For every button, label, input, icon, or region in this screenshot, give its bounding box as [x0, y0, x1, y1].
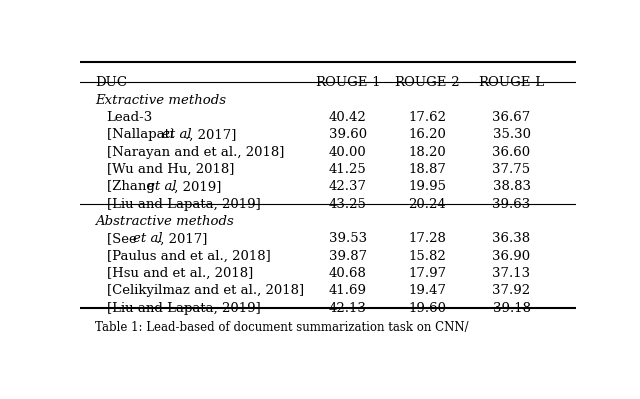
Text: 18.87: 18.87 — [408, 163, 446, 176]
Text: ROUGE-1: ROUGE-1 — [315, 77, 381, 89]
Text: ., 2019]: ., 2019] — [170, 180, 221, 194]
Text: [Nallapati: [Nallapati — [106, 128, 178, 141]
Text: [Hsu and et al., 2018]: [Hsu and et al., 2018] — [106, 267, 253, 280]
Text: 40.68: 40.68 — [329, 267, 367, 280]
Text: 37.75: 37.75 — [492, 163, 531, 176]
Text: 39.60: 39.60 — [329, 128, 367, 141]
Text: 42.13: 42.13 — [329, 302, 367, 315]
Text: Lead-3: Lead-3 — [106, 111, 153, 124]
Text: et al: et al — [162, 128, 191, 141]
Text: [Liu and Lapata, 2019]: [Liu and Lapata, 2019] — [106, 198, 260, 211]
Text: 43.25: 43.25 — [329, 198, 367, 211]
Text: 39.18: 39.18 — [493, 302, 531, 315]
Text: 18.20: 18.20 — [408, 146, 446, 159]
Text: 37.92: 37.92 — [492, 284, 531, 297]
Text: Abstractive methods: Abstractive methods — [95, 215, 234, 228]
Text: 36.38: 36.38 — [492, 232, 531, 245]
Text: 39.63: 39.63 — [492, 198, 531, 211]
Text: Table 1: Lead-based of document summarization task on CNN/: Table 1: Lead-based of document summariz… — [95, 321, 468, 334]
Text: 36.67: 36.67 — [492, 111, 531, 124]
Text: [See: [See — [106, 232, 141, 245]
Text: 17.28: 17.28 — [408, 232, 446, 245]
Text: 37.13: 37.13 — [492, 267, 531, 280]
Text: 16.20: 16.20 — [408, 128, 446, 141]
Text: 19.60: 19.60 — [408, 302, 446, 315]
Text: [Zhang: [Zhang — [106, 180, 159, 194]
Text: 38.83: 38.83 — [493, 180, 531, 194]
Text: et al: et al — [147, 180, 177, 194]
Text: 40.42: 40.42 — [329, 111, 367, 124]
Text: 20.24: 20.24 — [408, 198, 446, 211]
Text: et al: et al — [133, 232, 163, 245]
Text: 19.95: 19.95 — [408, 180, 446, 194]
Text: [Liu and Lapata, 2019]: [Liu and Lapata, 2019] — [106, 302, 260, 315]
Text: [Narayan and et al., 2018]: [Narayan and et al., 2018] — [106, 146, 284, 159]
Text: [Celikyilmaz and et al., 2018]: [Celikyilmaz and et al., 2018] — [106, 284, 303, 297]
Text: 35.30: 35.30 — [493, 128, 531, 141]
Text: [Wu and Hu, 2018]: [Wu and Hu, 2018] — [106, 163, 234, 176]
Text: ROUGE-L: ROUGE-L — [479, 77, 545, 89]
Text: Extractive methods: Extractive methods — [95, 94, 226, 107]
Text: 41.69: 41.69 — [329, 284, 367, 297]
Text: 19.47: 19.47 — [408, 284, 446, 297]
Text: 39.53: 39.53 — [329, 232, 367, 245]
Text: 17.62: 17.62 — [408, 111, 446, 124]
Text: 17.97: 17.97 — [408, 267, 446, 280]
Text: 41.25: 41.25 — [329, 163, 367, 176]
Text: 36.90: 36.90 — [492, 250, 531, 263]
Text: 42.37: 42.37 — [329, 180, 367, 194]
Text: 36.60: 36.60 — [492, 146, 531, 159]
Text: ., 2017]: ., 2017] — [156, 232, 207, 245]
Text: 15.82: 15.82 — [408, 250, 446, 263]
Text: DUC: DUC — [95, 77, 127, 89]
Text: ., 2017]: ., 2017] — [185, 128, 236, 141]
Text: ROUGE-2: ROUGE-2 — [394, 77, 460, 89]
Text: [Paulus and et al., 2018]: [Paulus and et al., 2018] — [106, 250, 270, 263]
Text: 40.00: 40.00 — [329, 146, 367, 159]
Text: 39.87: 39.87 — [329, 250, 367, 263]
